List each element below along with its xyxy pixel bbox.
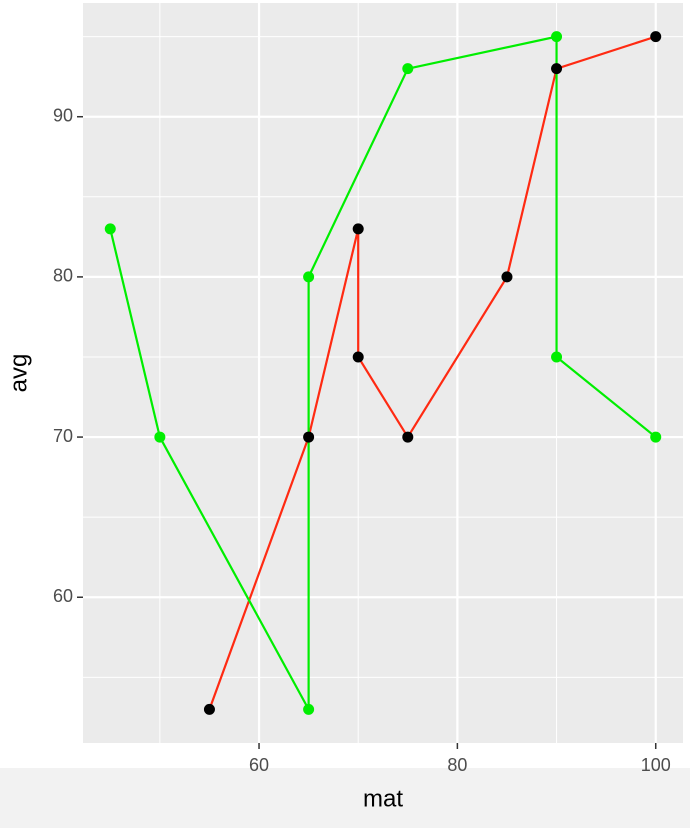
data-point [352, 351, 364, 363]
y-tick-label: 90 [53, 105, 73, 125]
data-point [650, 31, 662, 43]
y-axis-label: avg [5, 354, 32, 393]
plot-panel [83, 3, 683, 743]
data-point [303, 703, 315, 715]
data-point [551, 351, 563, 363]
data-point [402, 431, 414, 443]
x-tick-label: 100 [641, 755, 671, 775]
data-point [501, 271, 513, 283]
series-line [109, 35, 657, 710]
data-point [303, 431, 315, 443]
data-point [154, 431, 166, 443]
footer-strip [0, 768, 690, 828]
data-point [402, 63, 414, 75]
x-axis-label: mat [363, 785, 403, 812]
data-point [551, 31, 563, 43]
series-line [208, 35, 657, 710]
x-tick-label: 80 [447, 755, 467, 775]
data-point [104, 223, 116, 235]
data-point [203, 703, 215, 715]
x-tick-label: 60 [249, 755, 269, 775]
y-tick-label: 60 [53, 586, 73, 606]
data-point [650, 431, 662, 443]
data-point [303, 271, 315, 283]
data-point [551, 63, 563, 75]
y-tick-label: 70 [53, 426, 73, 446]
y-tick-label: 80 [53, 266, 73, 286]
data-point [352, 223, 364, 235]
